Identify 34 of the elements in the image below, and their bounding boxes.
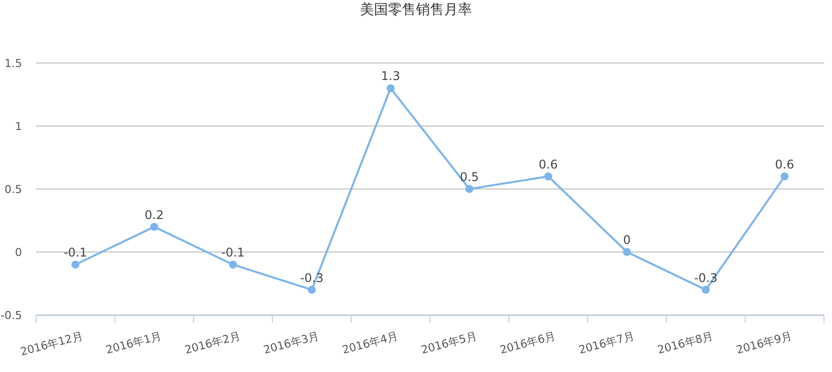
x-tick-label: 2016年7月 — [577, 329, 636, 357]
point — [702, 286, 710, 294]
data-label: 0.6 — [538, 157, 558, 172]
point — [308, 286, 316, 294]
y-tick-label: 1 — [15, 120, 22, 133]
data-label: 0.5 — [460, 170, 479, 184]
x-tick-label: 2016年5月 — [420, 329, 478, 357]
x-tick-label: 2016年12月 — [18, 329, 84, 358]
y-tick-label: 0.5 — [4, 183, 22, 196]
y-tick-label: -0.5 — [0, 309, 22, 322]
y-tick-label: 0 — [15, 246, 22, 259]
data-label: 1.3 — [381, 69, 400, 84]
y-tick-label: 1.5 — [4, 57, 22, 70]
x-tick-label: 2016年6月 — [498, 329, 557, 357]
point — [780, 172, 789, 180]
x-tick-label: 2016年2月 — [183, 329, 242, 357]
data-label: 0.6 — [775, 157, 794, 172]
point — [544, 172, 552, 180]
point — [150, 222, 158, 231]
x-tick-label: 2016年4月 — [340, 329, 400, 357]
chart-title: 美国零售销售月率 — [360, 2, 472, 18]
x-tick-label: 2016年3月 — [262, 329, 321, 357]
data-label: -0.1 — [221, 246, 245, 260]
point — [71, 260, 80, 269]
data-label: -0.1 — [64, 246, 88, 260]
x-tick-label: 2016年8月 — [656, 329, 715, 357]
point — [623, 248, 631, 256]
x-tick-label: 2016年1月 — [104, 329, 163, 357]
point — [229, 260, 237, 269]
point — [386, 84, 395, 92]
x-tick-label: 2016年9月 — [734, 329, 794, 357]
data-label: 0 — [623, 233, 631, 247]
point — [465, 185, 474, 193]
data-label: 0.2 — [144, 208, 164, 222]
